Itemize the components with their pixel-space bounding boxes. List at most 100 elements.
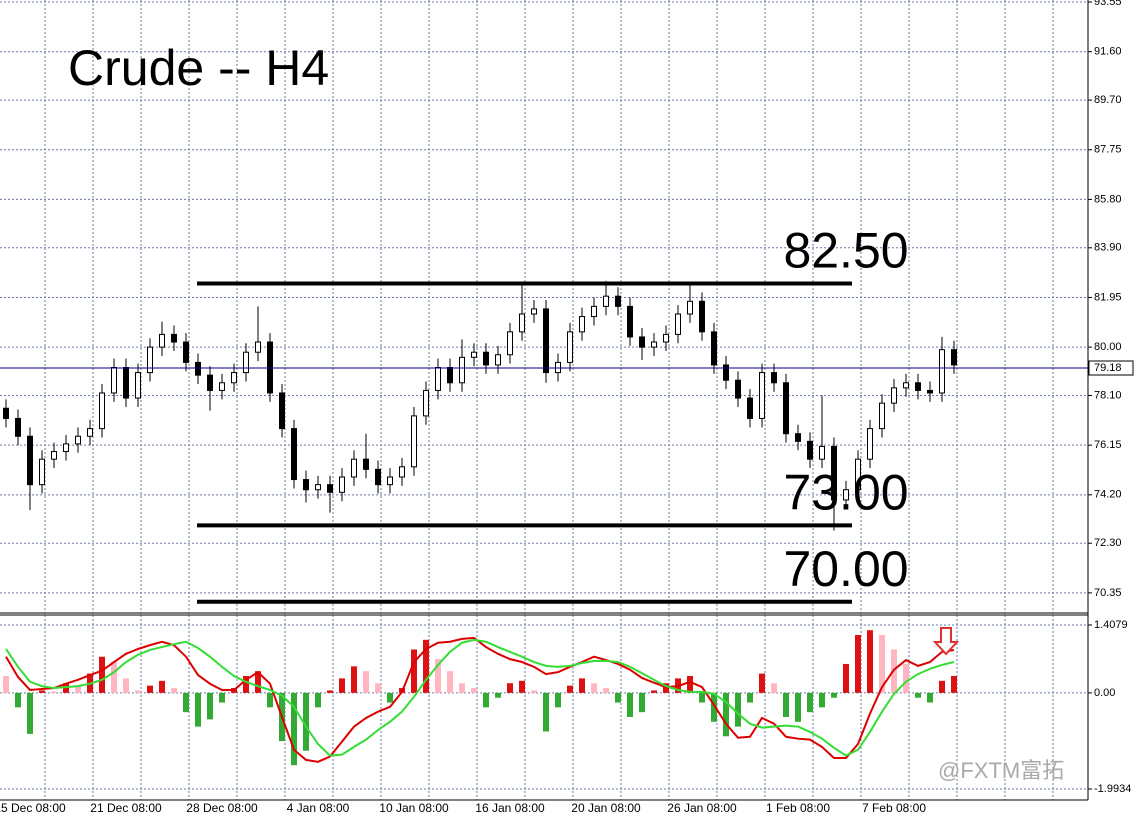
histogram-bar (771, 683, 777, 693)
candle-body (903, 382, 909, 389)
histogram-bar (195, 692, 201, 727)
candle-body (699, 300, 705, 333)
histogram-bar (15, 692, 21, 708)
histogram-bar (819, 692, 825, 708)
histogram-bar (711, 692, 717, 722)
candle-body (267, 341, 273, 394)
chart-title: Crude -- H4 (68, 40, 329, 96)
candle-body (447, 366, 453, 384)
candle-body (771, 372, 777, 384)
histogram-bar (651, 690, 657, 693)
candle-body (39, 458, 45, 486)
candle-body (843, 489, 849, 501)
histogram-bar (267, 692, 273, 708)
x-tick-label: 10 Jan 08:00 (379, 801, 449, 815)
y-tick-label: 87.75 (1094, 144, 1122, 156)
candle-body (687, 300, 693, 315)
candle-body (471, 351, 477, 358)
x-tick-label: 20 Jan 08:00 (571, 801, 641, 815)
histogram-bar (75, 685, 81, 693)
x-tick-label: 16 Jan 08:00 (475, 801, 545, 815)
candle-body (363, 458, 369, 470)
y-tick-label: 85.80 (1094, 193, 1122, 205)
candle-body (579, 316, 585, 333)
x-tick-label: 28 Dec 08:00 (186, 801, 258, 815)
candle-body (543, 308, 549, 374)
candle-body (99, 392, 105, 430)
histogram-bar (327, 690, 333, 693)
histogram-bar (387, 692, 393, 703)
candle-body (507, 331, 513, 356)
histogram-bar (615, 692, 621, 703)
candle-body (735, 379, 741, 399)
plot (0, 280, 1088, 766)
candle-body (747, 397, 753, 419)
histogram-bar (759, 673, 765, 693)
histogram-bar (243, 675, 249, 693)
candle-body (591, 305, 597, 318)
histogram-bar (291, 692, 297, 766)
candle-body (639, 336, 645, 348)
candle-body (783, 382, 789, 435)
candle-body (495, 354, 501, 366)
histogram-bar (723, 692, 729, 737)
candle-body (867, 428, 873, 460)
y-tick-label: 89.70 (1094, 94, 1122, 106)
candle-body (111, 366, 117, 394)
histogram-bar (579, 678, 585, 693)
histogram-bar (483, 692, 489, 708)
x-tick-label: 4 Jan 08:00 (287, 801, 350, 815)
last-price-label: 79.18 (1094, 362, 1122, 374)
x-tick-label: 1 Feb 08:00 (766, 801, 830, 815)
candle-body (819, 445, 825, 460)
candle-body (951, 349, 957, 366)
candle-body (939, 349, 945, 394)
candle-body (159, 333, 165, 348)
candle-body (627, 305, 633, 338)
histogram-bar (411, 649, 417, 693)
candle-body (135, 372, 141, 399)
histogram-bar (111, 661, 117, 693)
histogram-bar (951, 675, 957, 693)
histogram-bar (783, 692, 789, 717)
histogram-bar (219, 692, 225, 703)
watermark: @FXTM富拓 (938, 758, 1064, 783)
candle-body (531, 308, 537, 315)
candle-body (303, 479, 309, 491)
candle-body (171, 333, 177, 343)
candle-body (207, 374, 213, 391)
candle-body (603, 295, 609, 307)
candle-body (411, 415, 417, 468)
histogram-bar (687, 675, 693, 693)
y-tick-label: 70.35 (1094, 587, 1122, 599)
x-tick-label: 21 Dec 08:00 (90, 801, 162, 815)
candle-body (243, 351, 249, 374)
y-tick-label: 78.10 (1094, 389, 1122, 401)
candle-body (807, 440, 813, 460)
candle-body (15, 417, 21, 437)
candle-body (759, 372, 765, 419)
histogram-bar (39, 690, 45, 693)
candle-body (195, 361, 201, 376)
candle-body (519, 313, 525, 333)
candle-body (387, 476, 393, 486)
histogram-bar (459, 683, 465, 693)
candle-body (567, 331, 573, 363)
candle-body (315, 484, 321, 491)
y-tick-label: 72.30 (1094, 537, 1122, 549)
histogram-bar (843, 663, 849, 693)
candle-body (63, 443, 69, 453)
candle-body (123, 366, 129, 399)
histogram-bar (627, 692, 633, 717)
histogram-bar (303, 692, 309, 751)
candle-body (879, 402, 885, 430)
histogram-bar (915, 692, 921, 698)
candle-body (555, 361, 561, 374)
candle-body (327, 484, 333, 493)
histogram-bar (147, 685, 153, 693)
candle-body (87, 428, 93, 437)
candle-body (279, 392, 285, 430)
histogram-bar (795, 692, 801, 722)
y-tick-label: 1.4079 (1094, 619, 1128, 631)
